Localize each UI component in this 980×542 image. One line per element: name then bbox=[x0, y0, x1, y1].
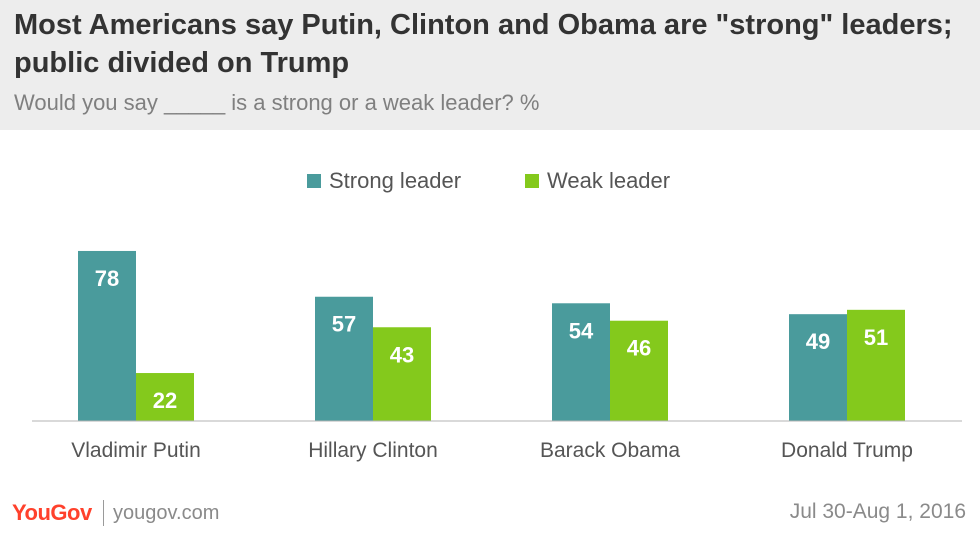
header-band: Most Americans say Putin, Clinton and Ob… bbox=[0, 0, 980, 130]
data-label-strong-3: 49 bbox=[806, 329, 830, 354]
footer-divider bbox=[103, 500, 104, 526]
yougov-logo: YouGov bbox=[12, 500, 92, 525]
data-label-strong-1: 57 bbox=[332, 312, 356, 337]
data-label-strong-0: 78 bbox=[95, 266, 119, 291]
bar-weak-1 bbox=[373, 327, 431, 421]
footer-url[interactable]: yougov.com bbox=[113, 502, 220, 524]
bar-weak-2 bbox=[610, 320, 668, 421]
legend-label-weak: Weak leader bbox=[547, 168, 671, 193]
category-label-3: Donald Trump bbox=[781, 439, 913, 462]
bar-weak-0 bbox=[136, 373, 194, 421]
bar-weak-3 bbox=[847, 309, 905, 421]
data-label-weak-0: 22 bbox=[153, 388, 177, 413]
legend-label-strong: Strong leader bbox=[329, 168, 462, 193]
legend: Strong leader Weak leader bbox=[0, 168, 980, 198]
survey-date: Jul 30-Aug 1, 2016 bbox=[789, 500, 966, 523]
legend-item-strong: Strong leader bbox=[307, 168, 461, 194]
data-label-weak-1: 43 bbox=[390, 342, 414, 367]
legend-item-weak: Weak leader bbox=[525, 168, 670, 194]
category-label-2: Barack Obama bbox=[540, 439, 680, 462]
chart-subtitle: Would you say _____ is a strong or a wea… bbox=[14, 90, 540, 115]
data-label-weak-3: 51 bbox=[864, 325, 888, 350]
chart-title: Most Americans say Putin, Clinton and Ob… bbox=[14, 9, 953, 79]
data-label-weak-2: 46 bbox=[627, 336, 651, 361]
legend-swatch-strong bbox=[307, 174, 321, 188]
category-label-0: Vladimir Putin bbox=[71, 439, 201, 462]
legend-swatch-weak bbox=[525, 174, 539, 188]
bar-strong-1 bbox=[315, 296, 373, 421]
bar-strong-0 bbox=[78, 250, 136, 421]
bar-strong-2 bbox=[552, 303, 610, 421]
category-label-1: Hillary Clinton bbox=[308, 439, 438, 462]
data-label-strong-2: 54 bbox=[569, 318, 594, 343]
bar-strong-3 bbox=[789, 314, 847, 421]
